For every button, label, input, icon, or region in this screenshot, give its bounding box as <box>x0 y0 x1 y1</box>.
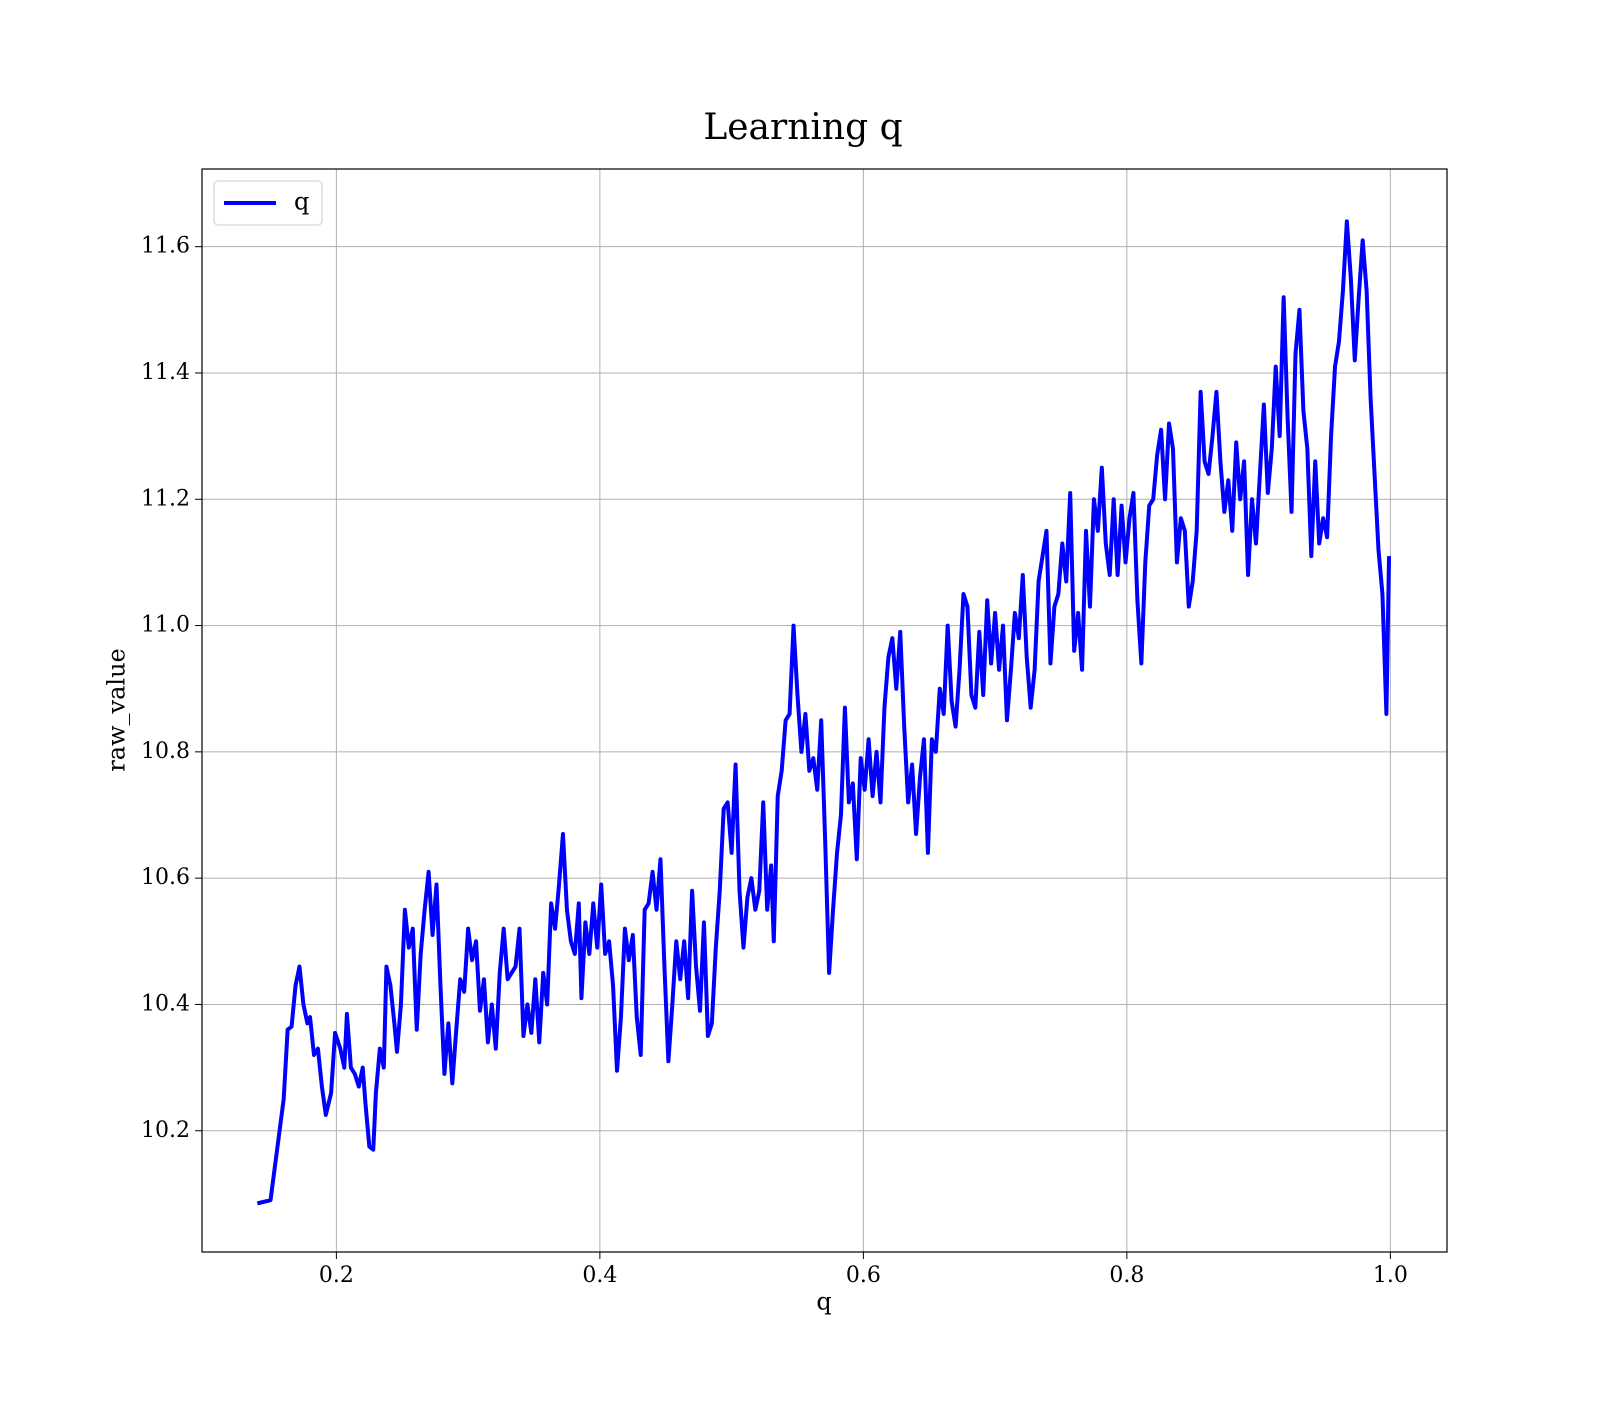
x-tick-label: 0.4 <box>582 1263 617 1288</box>
x-tick-label: 0.8 <box>1109 1263 1144 1288</box>
chart-title: Learning q <box>703 107 902 148</box>
y-tick-label: 10.6 <box>141 865 190 890</box>
y-tick-label: 11.6 <box>141 234 190 259</box>
x-tick-label: 0.2 <box>319 1263 354 1288</box>
y-tick-label: 11.0 <box>141 613 190 638</box>
plot-frame <box>201 168 1448 1253</box>
x-tick-label: 0.6 <box>846 1263 881 1288</box>
legend-label: q <box>294 188 309 216</box>
y-tick-label: 11.4 <box>141 360 190 385</box>
y-tick-label: 11.2 <box>141 486 190 511</box>
x-axis-label: q <box>816 1288 831 1316</box>
data-line <box>256 219 1392 1206</box>
y-tick-label: 10.8 <box>141 739 190 764</box>
x-tick-label: 1.0 <box>1373 1263 1408 1288</box>
legend: q <box>213 180 323 226</box>
y-tick-label: 10.4 <box>141 991 190 1016</box>
y-axis-label: raw_value <box>103 648 131 772</box>
y-tick-label: 10.2 <box>141 1118 190 1143</box>
